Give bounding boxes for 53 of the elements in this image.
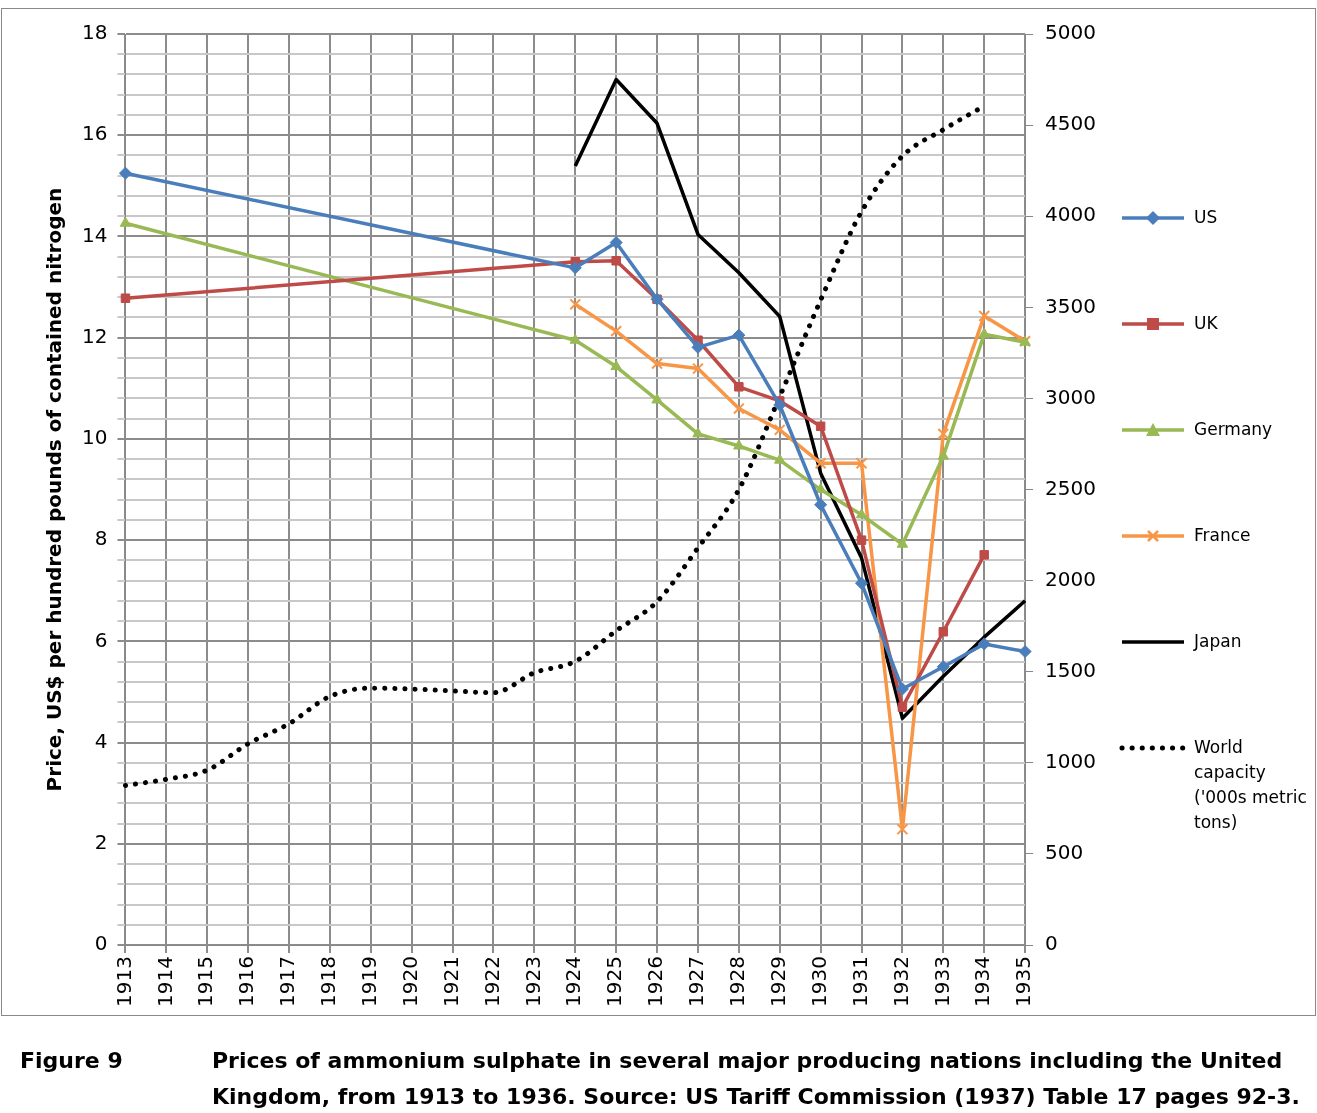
caption: Figure 9 (20, 1047, 124, 1075)
y2-tick-label: 3500 (1045, 293, 1097, 318)
x-tick-label: 1928 (725, 956, 750, 1008)
y2-tick-label: 4000 (1045, 202, 1097, 227)
y-tick-label: 6 (94, 627, 108, 652)
x-tick-label: 1919 (357, 956, 382, 1008)
x-tick-label: 1930 (806, 956, 831, 1008)
legend-label: US (1194, 206, 1219, 229)
y-tick-label: 4 (94, 728, 108, 753)
x-tick-label: 1920 (397, 956, 422, 1008)
legend-label: World capacity ('000s metric tons) (1194, 736, 1308, 834)
y-tick-label: 16 (82, 121, 108, 146)
y2-tick-label: 3000 (1045, 384, 1097, 409)
x-tick-label: 1935 (1011, 956, 1036, 1008)
x-tick-label: 1925 (602, 956, 627, 1008)
y2-tick-label: 5000 (1045, 20, 1097, 45)
legend-label: Japan (1194, 630, 1243, 653)
x-tick-label: 1934 (970, 956, 995, 1008)
x-tick-label: 1913 (111, 956, 136, 1008)
x-tick-label: 1916 (234, 956, 259, 1008)
y-tick-label: 8 (94, 526, 108, 551)
legend-label: UK (1194, 312, 1219, 335)
y-tick-label: 0 (94, 931, 108, 956)
x-tick-label: 1917 (275, 956, 300, 1008)
y-tick-label: 18 (82, 20, 108, 45)
x-tick-label: 1932 (888, 956, 913, 1008)
y2-tick-label: 2000 (1045, 566, 1097, 591)
y2-tick-label: 0 (1045, 931, 1058, 956)
y-tick-label: 12 (82, 323, 108, 348)
x-tick-label: 1933 (929, 956, 954, 1008)
y-tick-label: 2 (94, 830, 108, 855)
x-tick-label: 1921 (438, 956, 463, 1008)
text: Prices of ammonium sulphate in several major producing nations including the United Kingdom, from 1913 to 1936. Source: US Tariff Commission (1937) Table 17 pages 92-3. (212, 1047, 1301, 1111)
x-tick-label: 1923 (520, 956, 545, 1008)
x-tick-label: 1931 (847, 956, 872, 1008)
x-tick-label: 1926 (643, 956, 668, 1008)
x-tick-label: 1924 (561, 956, 586, 1008)
legend-label: Germany (1194, 418, 1274, 441)
legend-label: France (1194, 524, 1252, 547)
x-tick-label: 1922 (479, 956, 504, 1008)
y2-tick-label: 1000 (1045, 749, 1097, 774)
y2-tick-label: 1500 (1045, 657, 1097, 682)
x-tick-label: 1915 (193, 956, 218, 1008)
x-tick-label: 1929 (765, 956, 790, 1008)
y-tick-label: 10 (82, 425, 108, 450)
y-axis-title: Price, US$ per hundred pounds of contained nitrogen (42, 187, 67, 792)
x-tick-label: 1927 (684, 956, 709, 1008)
x-tick-label: 1914 (152, 956, 177, 1008)
x-tick-label: 1918 (316, 956, 341, 1008)
y2-tick-label: 2500 (1045, 475, 1097, 500)
y2-tick-label: 500 (1045, 840, 1084, 865)
y-tick-label: 14 (82, 222, 108, 247)
y2-tick-label: 4500 (1045, 111, 1097, 136)
